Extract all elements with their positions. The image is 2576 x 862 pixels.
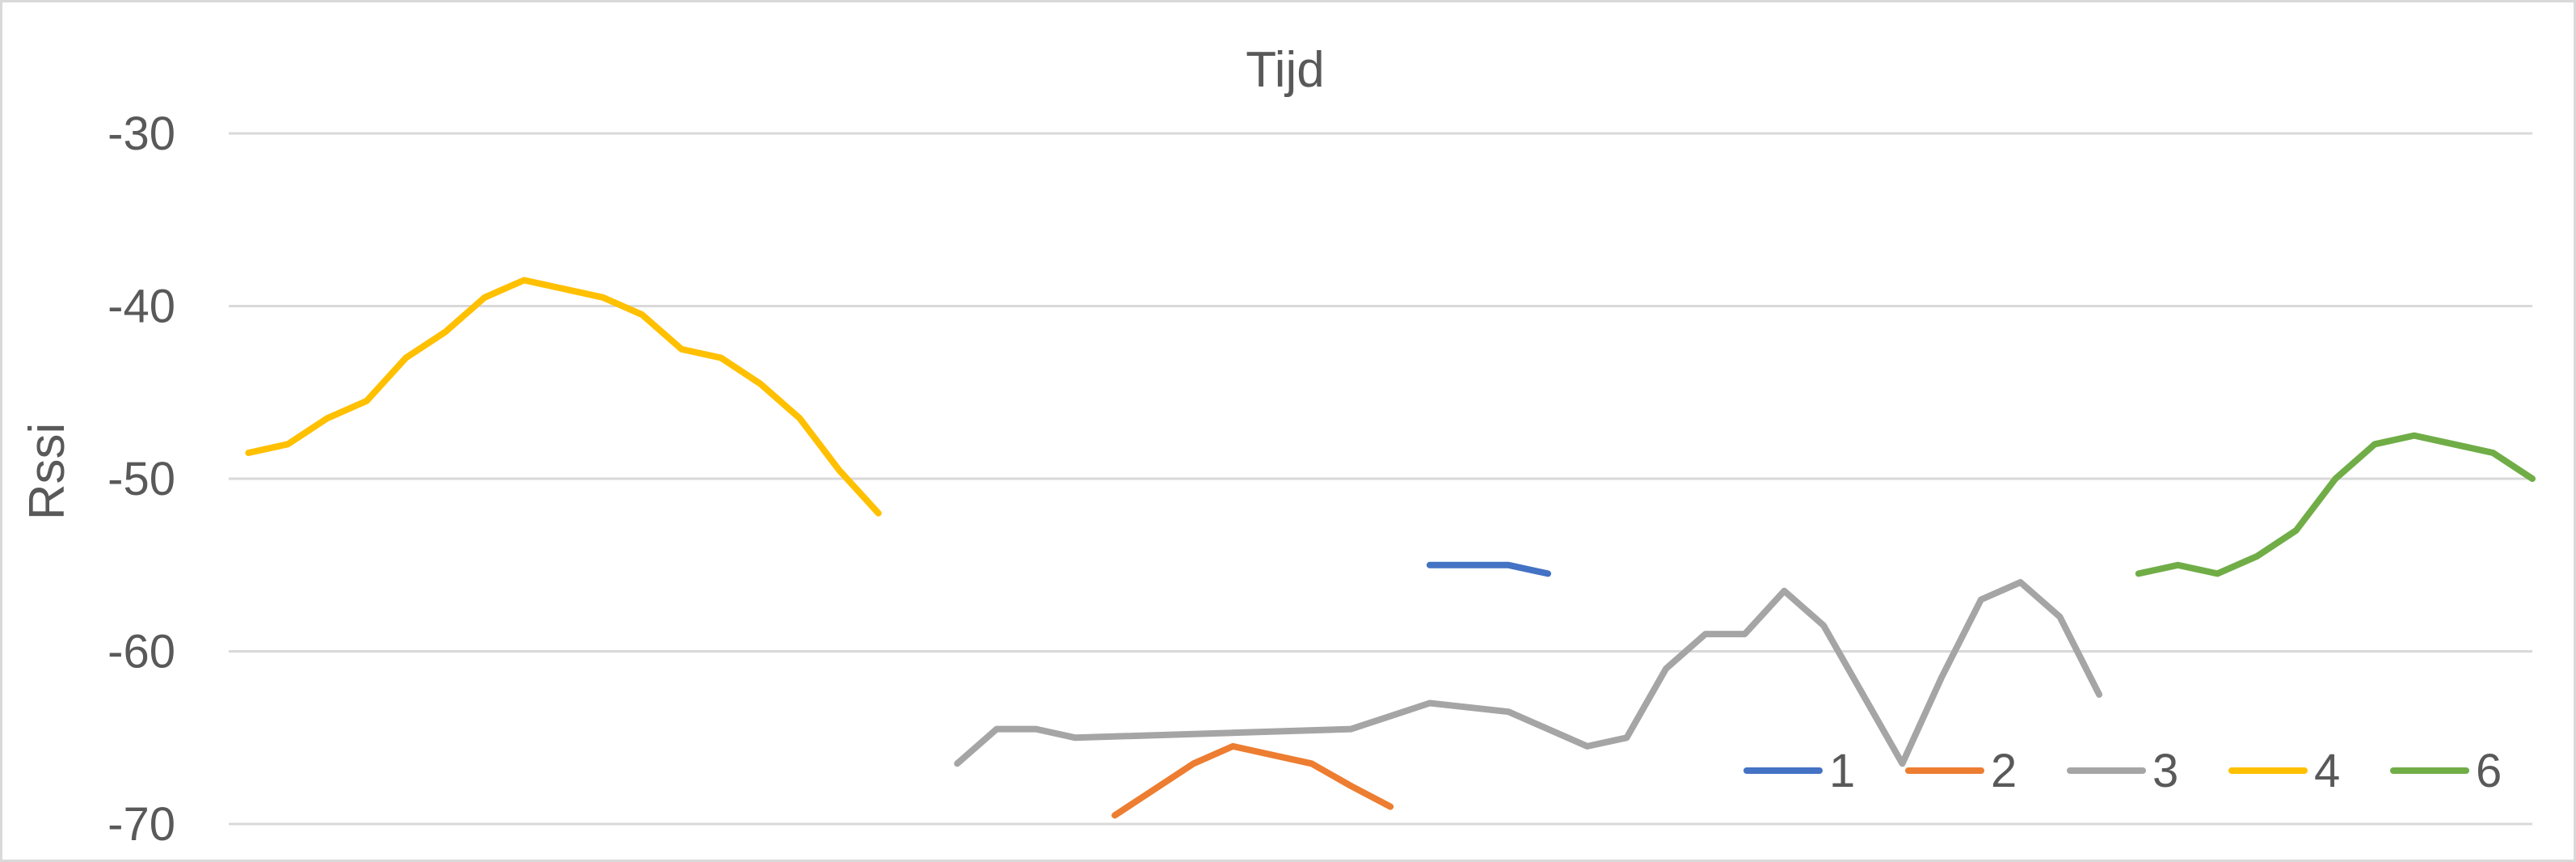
- series-line-4: [245, 277, 882, 517]
- series-line-2: [1111, 742, 1394, 819]
- legend-label: 1: [1829, 745, 1855, 797]
- legend-label: 3: [2152, 745, 2178, 797]
- legend: 1 2 3 4 6: [1743, 745, 2502, 797]
- series-line-3: [954, 579, 2103, 767]
- legend-item-4: 4: [2228, 745, 2340, 797]
- legend-label: 6: [2476, 745, 2502, 797]
- y-tick-label: -70: [108, 798, 175, 851]
- legend-item-2: 2: [1905, 745, 2017, 797]
- y-tick-label: -40: [108, 281, 175, 333]
- gridlines: [229, 132, 2532, 826]
- y-tick-label: -60: [108, 626, 175, 678]
- y-tick-label: -30: [108, 108, 175, 160]
- series-lines: [245, 277, 2536, 819]
- legend-label: 4: [2314, 745, 2340, 797]
- legend-item-3: 3: [2067, 745, 2178, 797]
- legend-label: 2: [1991, 745, 2017, 797]
- series-line-6: [2135, 432, 2536, 577]
- chart-title: Tijd: [1246, 42, 1325, 98]
- y-axis-label: Rssi: [19, 423, 75, 521]
- legend-item-1: 1: [1743, 745, 1855, 797]
- series-line-1: [1426, 561, 1552, 577]
- y-axis-ticks: -30 -40 -50 -60 -70: [108, 108, 175, 851]
- y-tick-label: -50: [108, 453, 175, 505]
- legend-item-6: 6: [2390, 745, 2502, 797]
